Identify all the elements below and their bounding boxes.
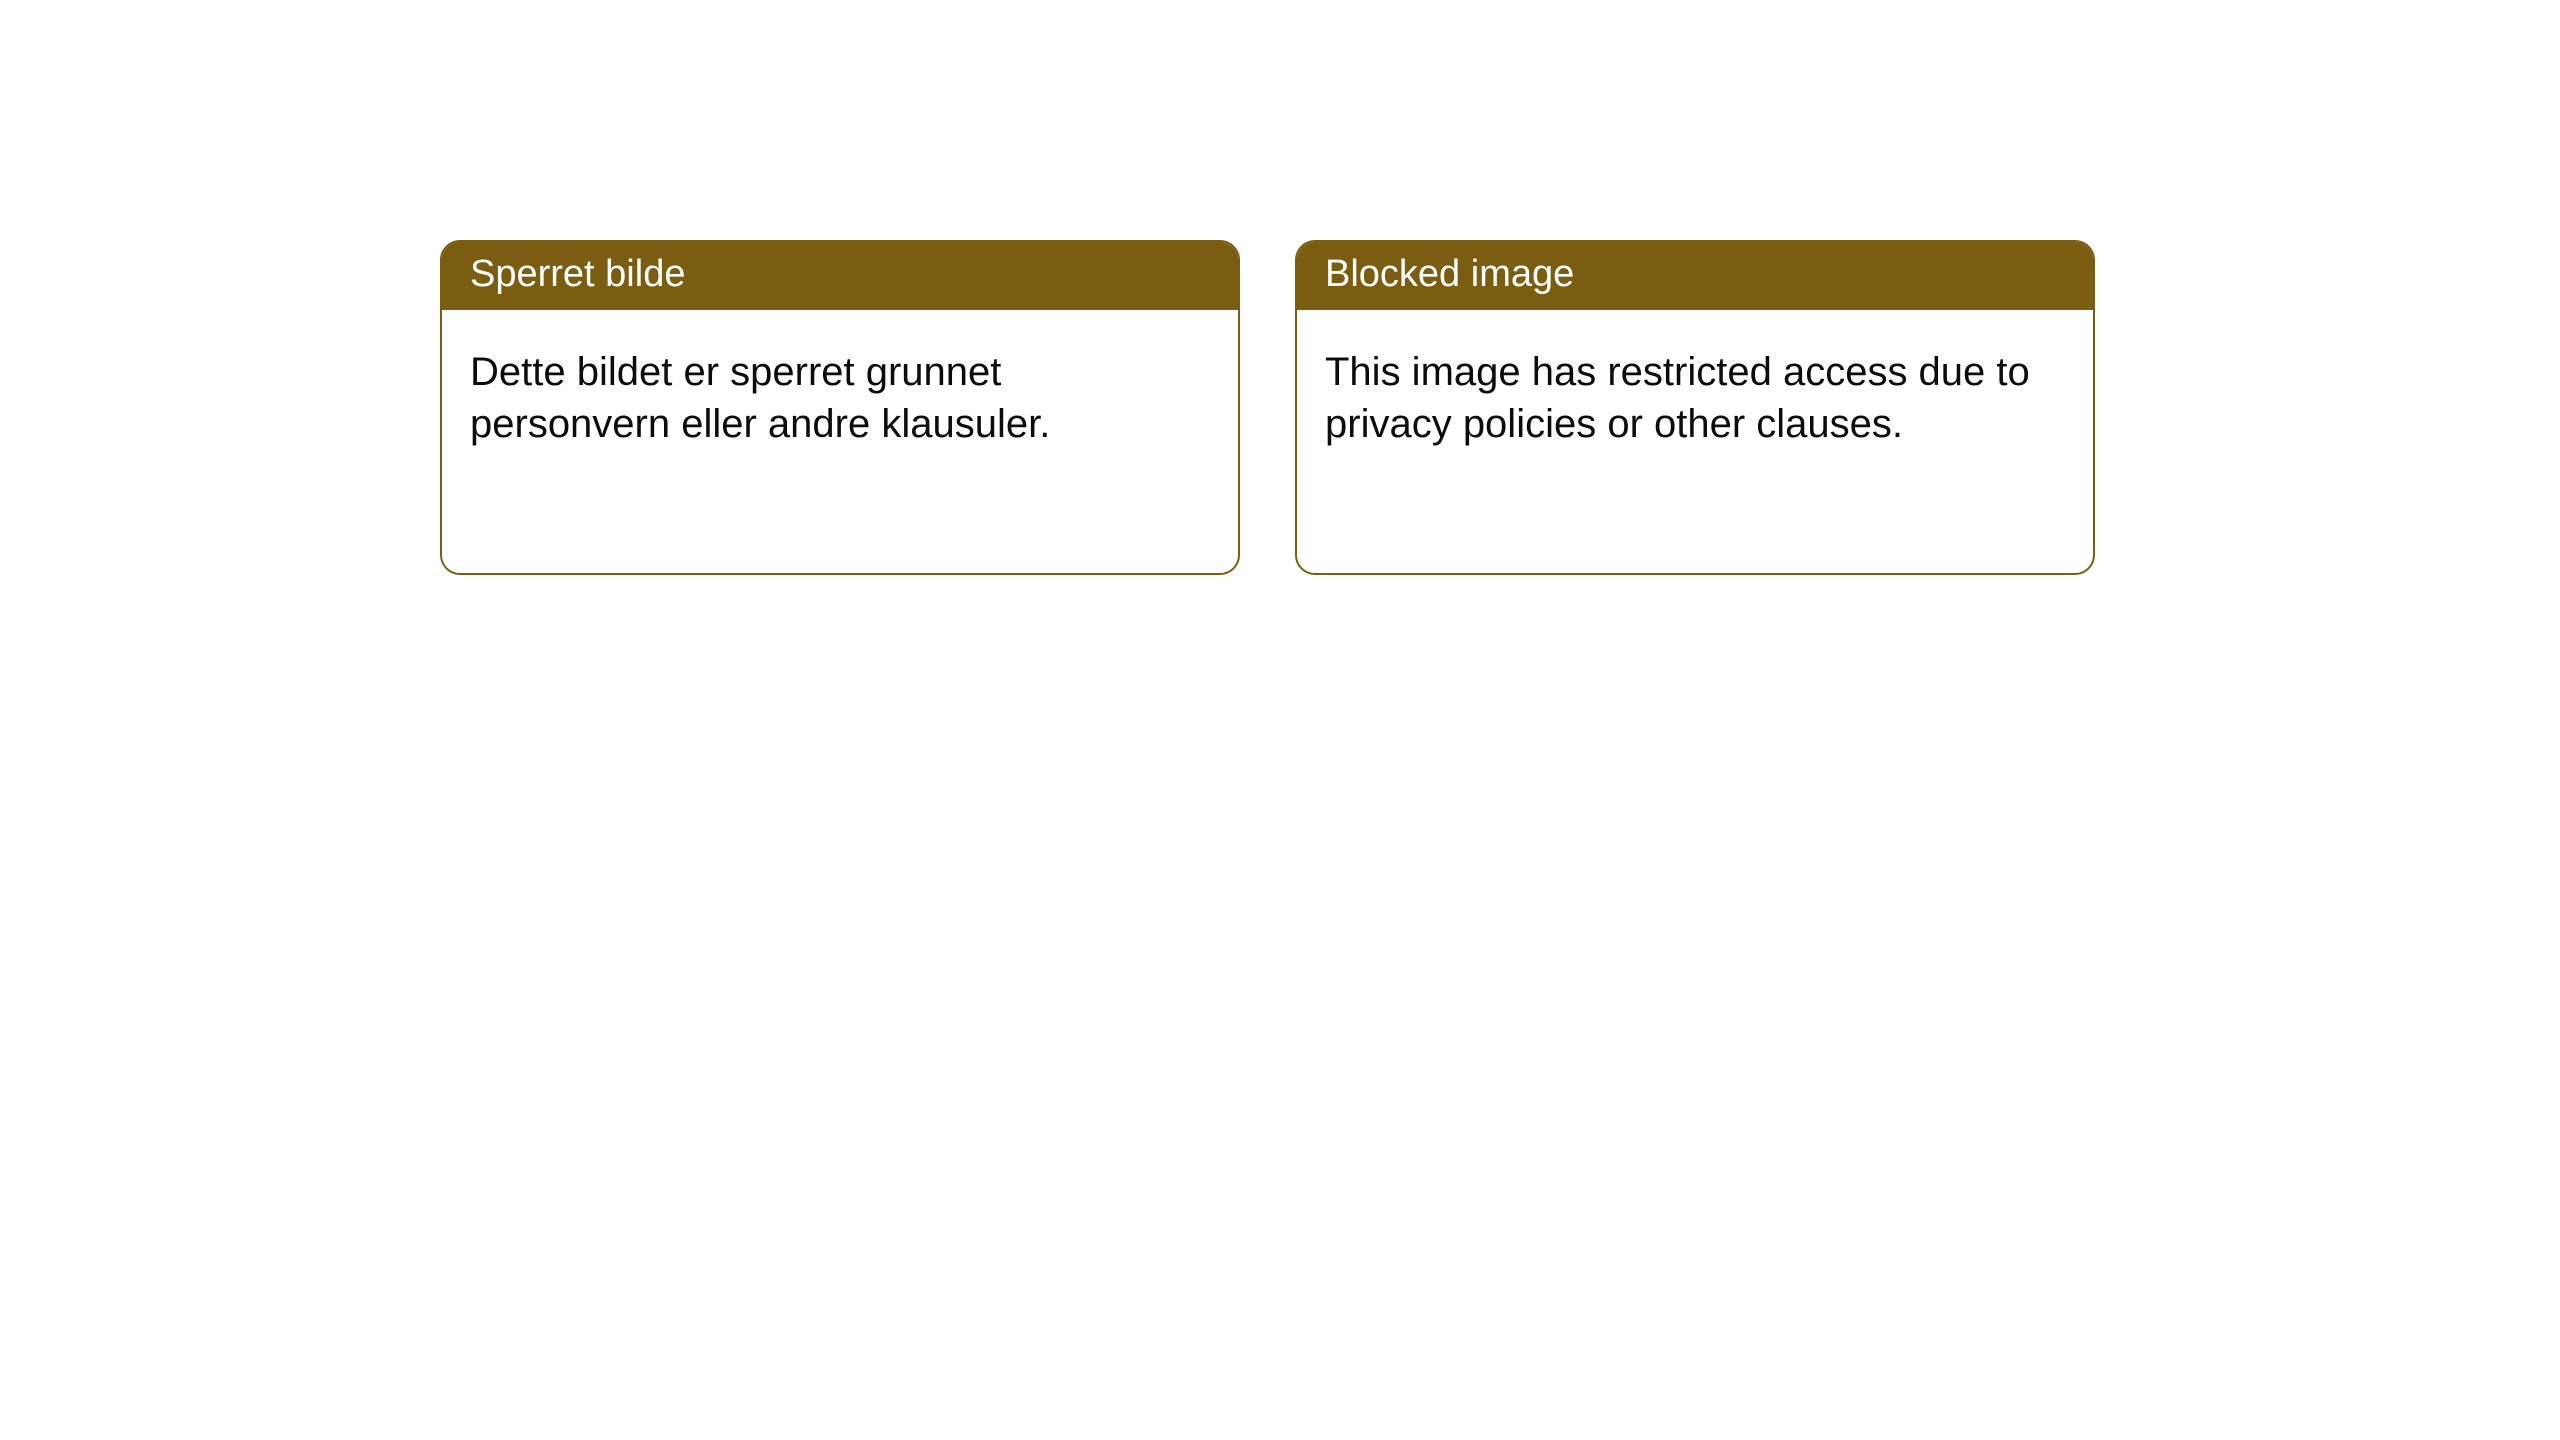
panel-norwegian: Sperret bilde Dette bildet er sperret gr…	[440, 240, 1240, 575]
panel-body-english: This image has restricted access due to …	[1297, 310, 2093, 486]
panel-header-english: Blocked image	[1297, 242, 2093, 310]
panel-english: Blocked image This image has restricted …	[1295, 240, 2095, 575]
panel-header-norwegian: Sperret bilde	[442, 242, 1238, 310]
panels-container: Sperret bilde Dette bildet er sperret gr…	[0, 0, 2560, 575]
panel-body-norwegian: Dette bildet er sperret grunnet personve…	[442, 310, 1238, 486]
